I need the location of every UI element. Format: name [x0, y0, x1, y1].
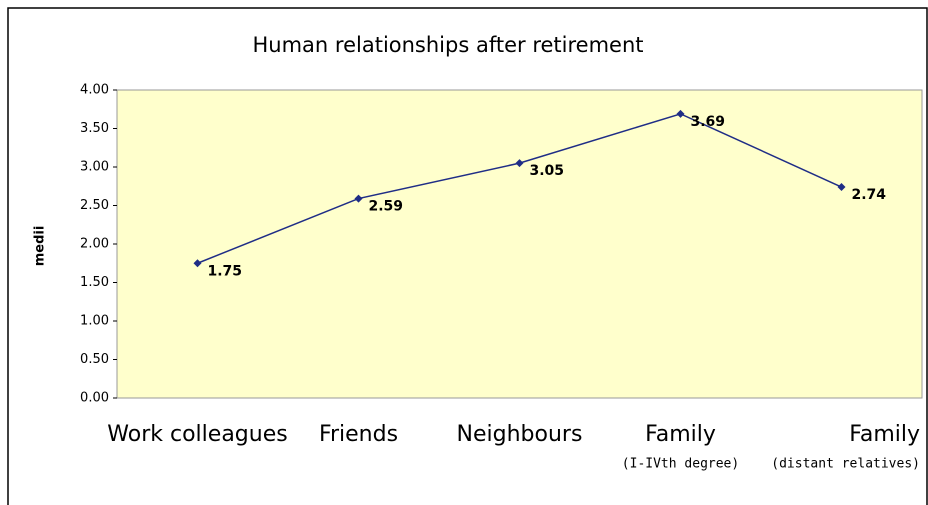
- marker: [837, 183, 846, 192]
- value-label: 2.59: [369, 199, 404, 215]
- value-label: 3.69: [691, 114, 726, 130]
- marker: [193, 259, 202, 268]
- y-tick-label: 2.50: [80, 198, 109, 213]
- marker: [676, 109, 685, 118]
- x-tick-label: Neighbours: [457, 422, 583, 447]
- y-tick-label: 3.50: [80, 121, 109, 136]
- plot-area: [116, 89, 923, 399]
- y-axis-label: medii: [33, 226, 48, 267]
- x-tick-label: Family: [645, 422, 716, 447]
- y-tick-label: 0.00: [80, 391, 109, 406]
- chart-title: Human relationships after retirement: [253, 33, 644, 57]
- frame: [7, 7, 928, 505]
- value-label: 3.05: [530, 163, 565, 179]
- y-tick-label: 0.50: [80, 352, 109, 367]
- x-tick-label: Friends: [319, 422, 398, 447]
- value-label: 2.74: [852, 187, 887, 203]
- x-tick-label: Family: [849, 422, 920, 447]
- marker: [515, 159, 524, 168]
- y-tick-label: 4.00: [80, 83, 109, 98]
- y-tick-label: 2.00: [80, 237, 109, 252]
- x-tick-sublabel: (I-IVth degree): [622, 457, 739, 472]
- x-tick-label: Work colleagues: [107, 422, 287, 447]
- y-tick-label: 3.00: [80, 160, 109, 175]
- value-label: 1.75: [208, 263, 243, 279]
- y-tick-label: 1.00: [80, 314, 109, 329]
- marker: [354, 194, 363, 203]
- y-tick-label: 1.50: [80, 275, 109, 290]
- x-tick-sublabel: (distant relatives): [771, 457, 920, 472]
